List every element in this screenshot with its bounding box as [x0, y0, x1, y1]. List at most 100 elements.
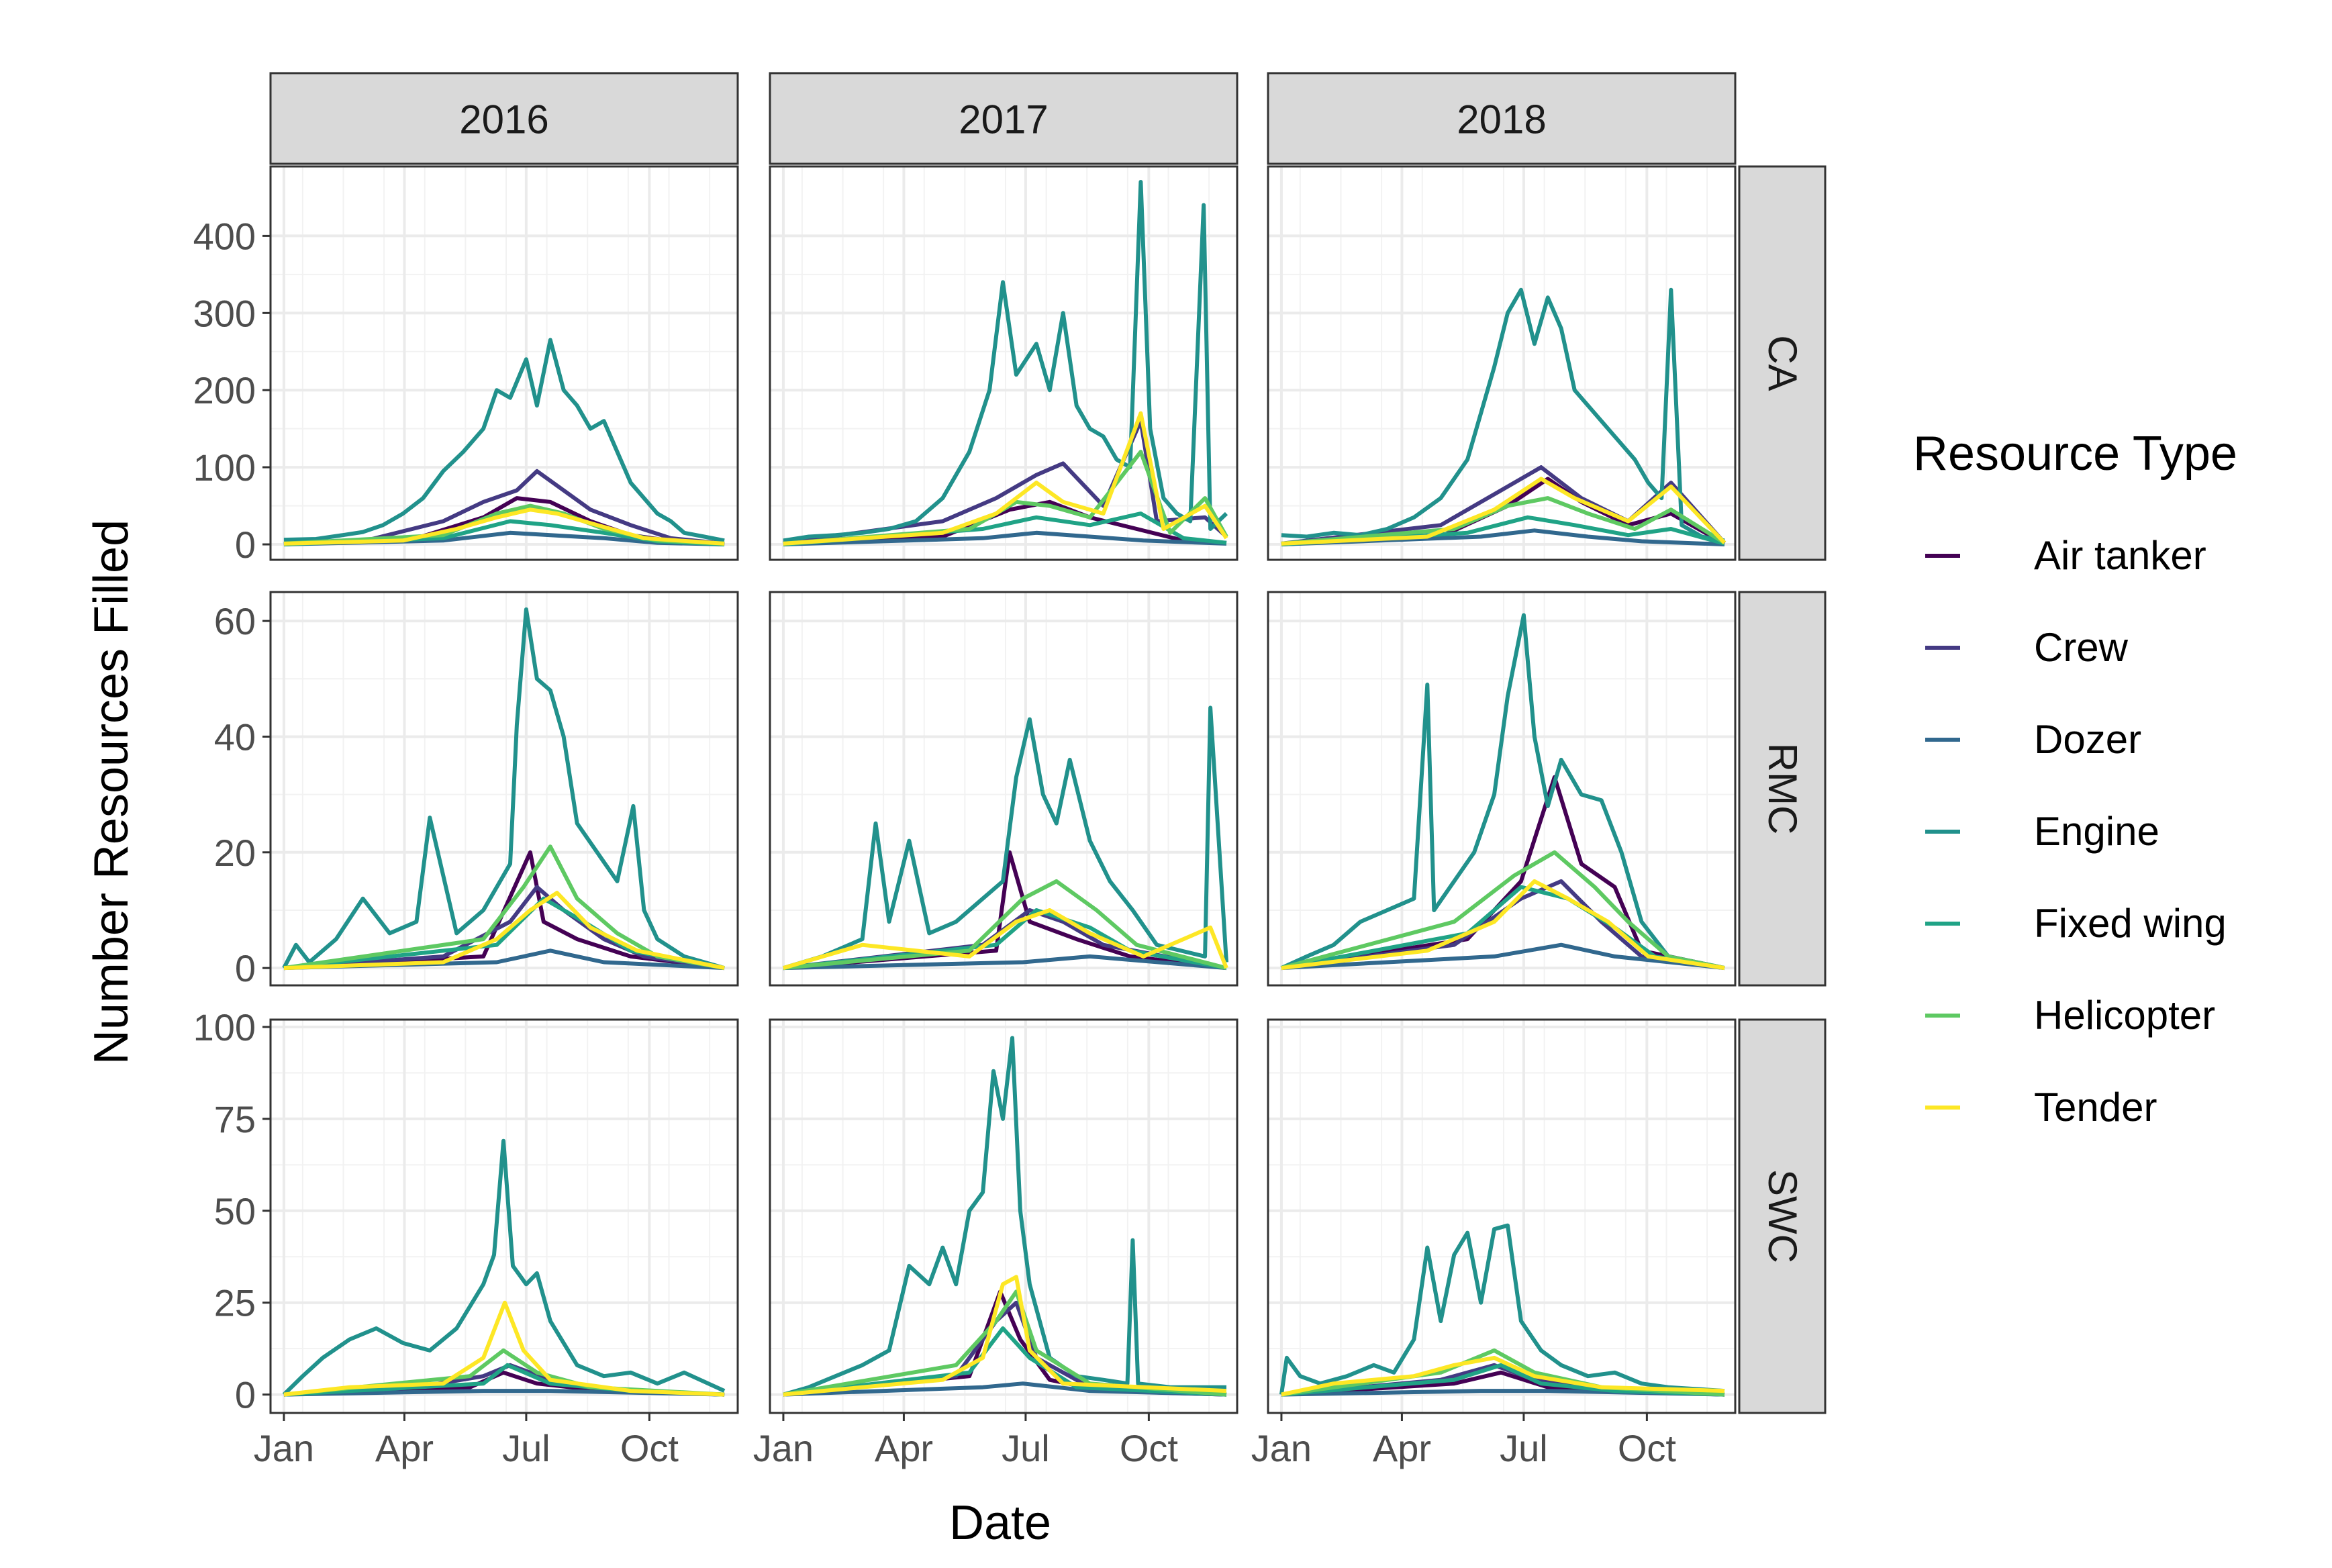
series-line-engine	[282, 1138, 726, 1396]
panel-SWC-2017	[769, 1018, 1238, 1414]
series-line-engine	[783, 1036, 1226, 1397]
x-tick-label: Oct	[1618, 1427, 1677, 1469]
facet-strip-label-RMC: RMC	[1760, 743, 1805, 835]
legend-title: Resource Type	[1913, 427, 2237, 481]
facet-strip-2016	[269, 72, 739, 165]
panel-RMC-2016	[269, 591, 739, 987]
y-tick-label: 200	[193, 369, 256, 411]
panel-background	[1268, 592, 1735, 985]
series-line-fixed-wing	[783, 511, 1227, 546]
y-axis-title: Number Resources Filled	[85, 520, 138, 1065]
panel-background	[770, 1020, 1237, 1413]
y-tick-label: 0	[235, 947, 256, 989]
series-line-fixed-wing	[783, 1326, 1227, 1397]
legend-items: Air tanker Crew Dozer Engine Fixed wing Helic…	[1925, 533, 2227, 1130]
panel-background	[1268, 166, 1735, 560]
panel-RMC-2017	[769, 591, 1238, 987]
x-tick-label: Jan	[1251, 1427, 1312, 1469]
panels-layer: 2016 2017 2018 CA 0 100 200 300 400 RMC 0 20 40 60 SWC…	[193, 72, 1827, 1469]
x-tick-label: Jan	[753, 1427, 814, 1469]
facet-strip-SWC	[1738, 1018, 1827, 1414]
x-tick-label: Jul	[1002, 1427, 1050, 1469]
panel-SWC-2016	[269, 1018, 739, 1414]
series-line-air-tanker	[283, 850, 725, 971]
legend-label-fixed-wing: Fixed wing	[2034, 901, 2227, 946]
legend-label-air-tanker: Air tanker	[2034, 533, 2206, 578]
panel-CA-2016	[269, 165, 739, 561]
y-tick-label: 300	[193, 292, 256, 334]
series-line-crew	[1281, 879, 1725, 971]
y-tick-label: 0	[235, 1374, 256, 1416]
x-tick-label: Apr	[875, 1427, 933, 1469]
panel-RMC-2018	[1267, 591, 1737, 987]
series-line-air-tanker	[783, 850, 1227, 971]
series-line-fixed-wing	[1281, 515, 1725, 546]
legend-label-engine: Engine	[2034, 809, 2159, 854]
series-line-engine	[1280, 613, 1725, 971]
y-tick-label: 0	[235, 524, 256, 566]
y-tick-label: 75	[214, 1098, 256, 1140]
series-line-dozer	[783, 530, 1227, 546]
panel-CA-2018	[1267, 165, 1737, 561]
x-axis-title: Date	[949, 1496, 1051, 1550]
panel-border	[1267, 1018, 1737, 1414]
series-line-tender	[283, 507, 725, 546]
x-tick-label: Jan	[254, 1427, 314, 1469]
series-line-fixed-wing	[1281, 1363, 1725, 1397]
panel-border	[269, 165, 739, 561]
series-line-tender	[283, 891, 725, 971]
series-line-tender	[783, 908, 1228, 970]
facet-strip-2017	[769, 72, 1238, 165]
legend-label-helicopter: Helicopter	[2034, 993, 2215, 1038]
series-line-tender	[783, 1275, 1227, 1397]
series-line-engine	[1279, 1223, 1725, 1395]
y-tick-label: 100	[193, 446, 256, 489]
facet-strip-label-SWC: SWC	[1760, 1169, 1805, 1263]
facet-strip-label-2018: 2018	[1457, 97, 1546, 142]
panel-CA-2017	[769, 165, 1238, 561]
legend-label-tender: Tender	[2034, 1085, 2157, 1130]
series-line-tender	[1281, 1355, 1725, 1397]
y-tick-label: 50	[214, 1190, 256, 1232]
series-line-helicopter	[1281, 496, 1726, 546]
x-tick-label: Oct	[1120, 1427, 1179, 1469]
y-tick-label: 40	[214, 716, 256, 758]
legend-label-crew: Crew	[2034, 625, 2129, 670]
panel-background	[271, 166, 738, 560]
panel-border	[1267, 165, 1737, 561]
facet-strip-label-2017: 2017	[959, 97, 1048, 142]
legend: Resource Type Air tanker Crew Dozer Engine F…	[1913, 427, 2237, 1130]
facet-strip-label-2016: 2016	[459, 97, 548, 142]
x-tick-label: Apr	[1373, 1427, 1431, 1469]
series-line-tender	[1281, 879, 1725, 971]
series-line-tender	[783, 411, 1228, 546]
y-tick-label: 100	[193, 1006, 256, 1048]
series-line-dozer	[783, 954, 1227, 971]
series-line-dozer	[1281, 528, 1725, 546]
panel-border	[269, 591, 739, 987]
series-line-engine	[282, 607, 725, 970]
series-line-helicopter	[783, 879, 1227, 971]
x-tick-label: Apr	[375, 1427, 434, 1469]
panel-border	[769, 1018, 1238, 1414]
y-tick-label: 60	[214, 600, 256, 642]
panel-border	[269, 1018, 739, 1414]
facet-strip-label-CA: CA	[1760, 335, 1805, 391]
y-tick-label: 25	[214, 1282, 256, 1324]
series-line-helicopter	[1281, 850, 1725, 971]
series-line-tender	[283, 1300, 725, 1397]
panel-background	[770, 592, 1237, 985]
series-line-engine	[783, 180, 1228, 543]
facet-strip-2018	[1267, 72, 1737, 165]
x-tick-label: Jul	[502, 1427, 550, 1469]
facet-strip-CA	[1738, 165, 1827, 561]
facet-strip-RMC	[1738, 591, 1827, 987]
series-line-tender	[1281, 477, 1727, 546]
series-line-engine	[783, 705, 1228, 970]
series-line-helicopter	[783, 450, 1228, 546]
series-line-engine	[1281, 287, 1725, 543]
panel-SWC-2018	[1267, 1018, 1737, 1414]
x-tick-label: Jul	[1500, 1427, 1548, 1469]
